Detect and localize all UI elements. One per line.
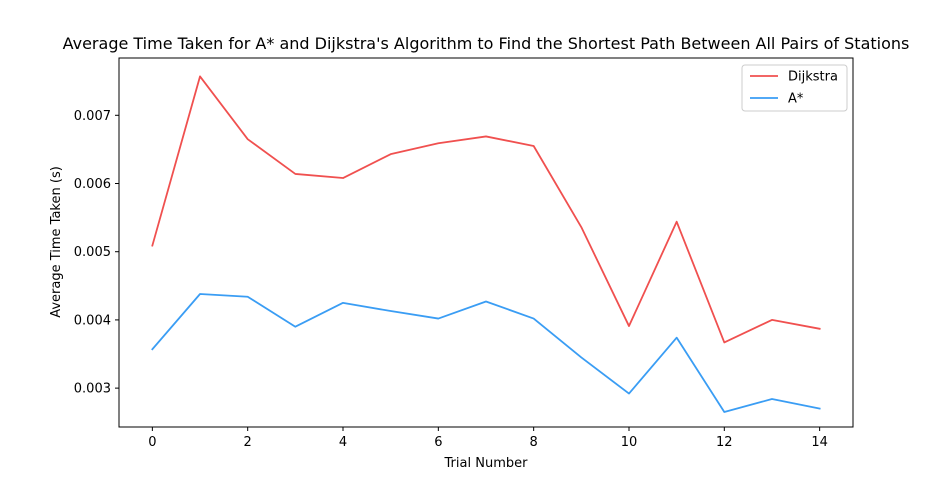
- y-tick-label: 0.007: [74, 109, 111, 124]
- legend-label: Dijkstra: [788, 70, 838, 85]
- x-tick-label: 8: [530, 435, 538, 450]
- y-axis: 0.003 0.004 0.005 0.006 0.007: [74, 109, 119, 397]
- x-tick-label: 10: [621, 435, 638, 450]
- x-tick-label: 2: [244, 435, 252, 450]
- x-tick-label: 0: [148, 435, 156, 450]
- y-tick-label: 0.004: [74, 313, 111, 328]
- series-line-a: [151, 293, 821, 413]
- x-axis-title: Trial Number: [444, 456, 529, 471]
- y-tick-label: 0.006: [74, 177, 111, 192]
- x-tick-label: 12: [716, 435, 733, 450]
- y-tick-label: 0.003: [74, 382, 111, 397]
- legend: Dijkstra A*: [741, 64, 848, 112]
- y-axis-title: Average Time Taken (s): [49, 166, 64, 318]
- series-layer: [151, 75, 821, 413]
- x-tick-label: 14: [811, 435, 828, 450]
- x-axis: 0 2 4 6 8 10 12 14: [148, 427, 828, 450]
- x-tick-label: 4: [339, 435, 347, 450]
- plot-area-frame: [118, 57, 854, 428]
- legend-label: A*: [788, 92, 804, 107]
- chart-title: Average Time Taken for A* and Dijkstra's…: [63, 34, 910, 53]
- x-tick-label: 6: [434, 435, 442, 450]
- y-tick-label: 0.005: [74, 245, 111, 260]
- series-line-dijkstra: [151, 75, 821, 344]
